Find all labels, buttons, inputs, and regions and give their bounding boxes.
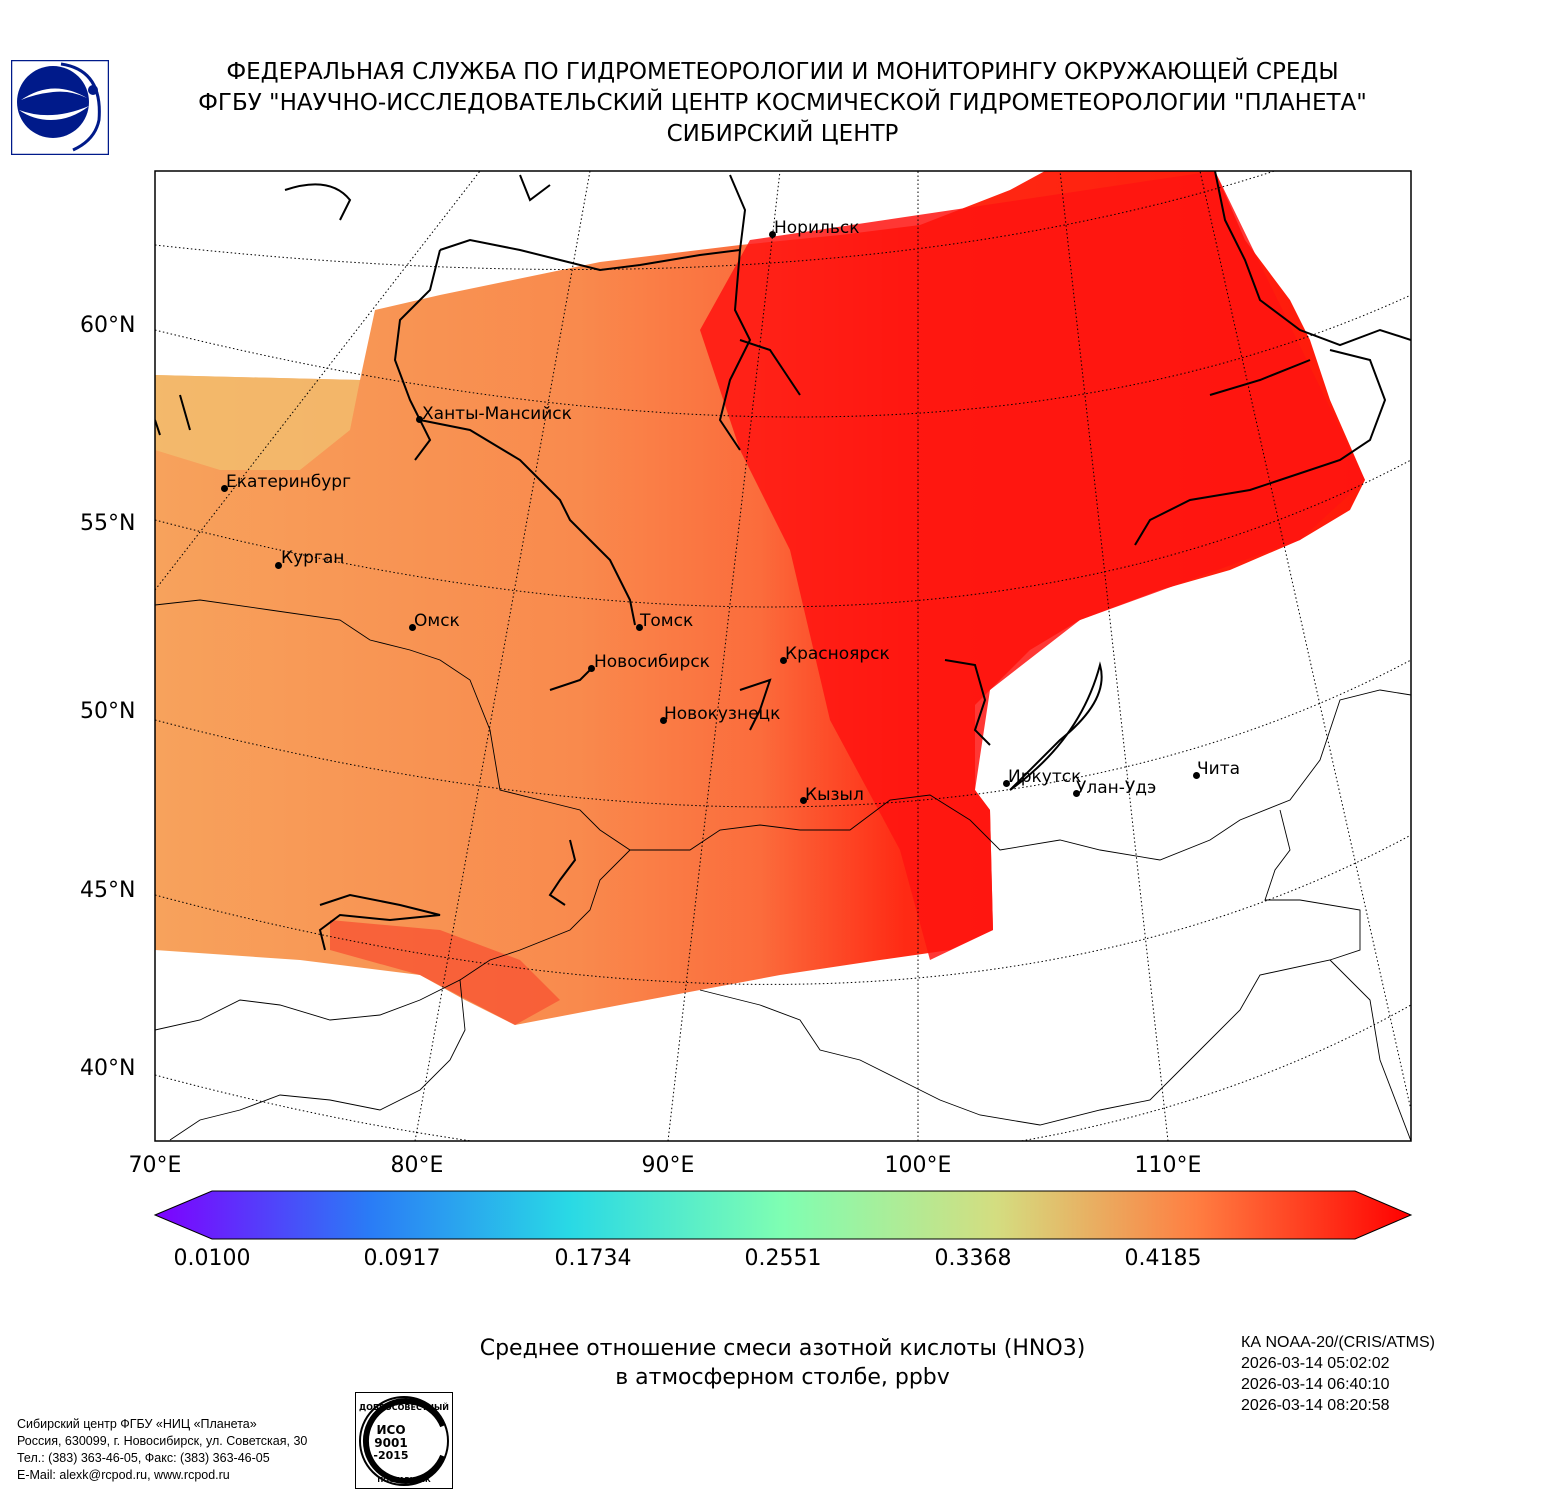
footer-email: E-Mail: alexk@rcpod.ru, www.rcpod.ru [17, 1468, 230, 1482]
city-label-krasnoyarsk: Красноярск [785, 644, 890, 664]
lat-label-40: 40°N [80, 1056, 136, 1081]
colorbar-tick-3: 0.2551 [744, 1246, 822, 1271]
colorbar-tick-1: 0.0917 [363, 1246, 441, 1271]
city-dot-novokuznetsk [660, 717, 667, 724]
iso-badge-text-1: ИСО [376, 1423, 405, 1437]
iso-badge-bottom-text: ПОСТАВЩИК [377, 1476, 431, 1484]
footer-org: Сибирский центр ФГБУ «НИЦ «Планета» [17, 1417, 257, 1431]
city-dot-norilsk [769, 231, 776, 238]
data-field-left-patch [155, 375, 360, 470]
city-label-chita: Чита [1197, 759, 1241, 779]
lon-label-90: 90°E [641, 1153, 695, 1178]
lat-label-50: 50°N [80, 699, 136, 724]
city-label-khanty-mansiysk: Ханты-Мансийск [422, 404, 572, 424]
header-line-1: ФЕДЕРАЛЬНАЯ СЛУЖБА ПО ГИДРОМЕТЕОРОЛОГИИ … [226, 59, 1339, 85]
lon-label-100: 100°E [884, 1153, 952, 1178]
city-label-norilsk: Норильск [774, 218, 860, 238]
data-field-red-core [700, 171, 1365, 960]
colorbar-tick-5: 0.4185 [1124, 1246, 1202, 1271]
city-dot-irkutsk [1003, 780, 1010, 787]
colorbar-tick-0: 0.0100 [173, 1246, 251, 1271]
city-label-yekaterinburg: Екатеринбург [226, 472, 352, 492]
map-title-line-1: Среднее отношение смеси азотной кислоты … [479, 1336, 1086, 1361]
lat-label-45: 45°N [80, 878, 136, 903]
city-dot-chita [1193, 772, 1200, 779]
city-dot-kyzyl [800, 797, 807, 804]
iso-badge-top-text: ДОБРОСОВЕСТНЫЙ [359, 1401, 449, 1412]
colorbar-tick-2: 0.1734 [554, 1246, 632, 1271]
data-field-red-sw [330, 920, 560, 1025]
map-title: Среднее отношение смеси азотной кислоты … [380, 1334, 1185, 1392]
colorbar-tick-4: 0.3368 [934, 1246, 1012, 1271]
lon-label-110: 110°E [1134, 1153, 1202, 1178]
city-dot-tomsk [636, 624, 643, 631]
city-label-tomsk: Томск [640, 611, 694, 631]
footer-phone: Тел.: (383) 363-46-05, Факс: (383) 363-4… [17, 1451, 270, 1465]
iso-badge-icon: ДОБРОСОВЕСТНЫЙ ИСО 9001 -2015 ПОСТАВЩИК [355, 1392, 453, 1489]
satellite-time-1: 2026-03-14 05:02:02 [1241, 1355, 1390, 1372]
map-title-line-2: в атмосферном столбе, ppbv [615, 1365, 950, 1390]
iso-badge-text-3: -2015 [373, 1449, 408, 1462]
header-line-2: ФГБУ "НАУЧНО-ИССЛЕДОВАТЕЛЬСКИЙ ЦЕНТР КОС… [198, 90, 1367, 116]
satellite-time-3: 2026-03-14 08:20:58 [1241, 1397, 1390, 1414]
city-dot-khanty-mansiysk [416, 416, 423, 423]
city-dot-novosibirsk [588, 665, 595, 672]
city-dot-ulan-ude [1073, 790, 1080, 797]
city-label-novosibirsk: Новосибирск [594, 652, 710, 672]
map-frame [154, 170, 1412, 1142]
city-dot-omsk [409, 624, 416, 631]
city-label-kyzyl: Кызыл [805, 785, 864, 805]
footer-address: Сибирский центр ФГБУ «НИЦ «Планета» Росс… [17, 1416, 307, 1484]
city-label-novokuznetsk: Новокузнецк [664, 704, 781, 724]
satellite-time-2: 2026-03-14 06:40:10 [1241, 1376, 1390, 1393]
lon-label-80: 80°E [390, 1153, 444, 1178]
lat-label-60: 60°N [80, 313, 136, 338]
city-label-ulan-ude: Улан-Удэ [1076, 778, 1157, 798]
city-label-omsk: Омск [414, 611, 460, 631]
planeta-logo [11, 60, 109, 155]
city-label-kurgan: Курган [281, 548, 345, 568]
city-dot-yekaterinburg [221, 485, 228, 492]
satellite-name: КА NOAA-20/(CRIS/ATMS) [1241, 1334, 1435, 1351]
satellite-info: КА NOAA-20/(CRIS/ATMS) 2026-03-14 05:02:… [1241, 1332, 1435, 1416]
city-label-irkutsk: Иркутск [1008, 767, 1082, 787]
city-dot-krasnoyarsk [780, 657, 787, 664]
footer-street: Россия, 630099, г. Новосибирск, ул. Сове… [17, 1434, 308, 1448]
lon-label-70: 70°E [128, 1153, 182, 1178]
header-line-3: СИБИРСКИЙ ЦЕНТР [666, 121, 899, 147]
lat-label-55: 55°N [80, 511, 136, 536]
city-dot-kurgan [275, 562, 282, 569]
iso-badge-text-2: 9001 [374, 1436, 407, 1450]
